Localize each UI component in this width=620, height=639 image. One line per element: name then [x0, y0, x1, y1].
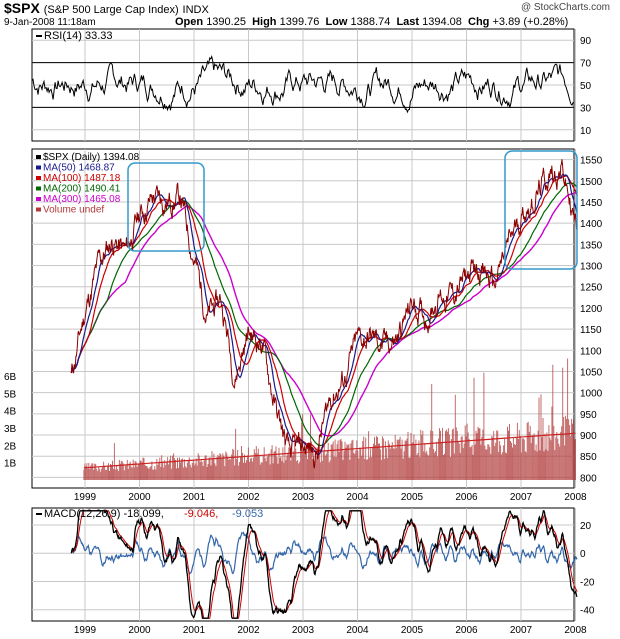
rsi-tick-label: 30 [580, 103, 592, 114]
highlight-box-2007-top [504, 150, 578, 270]
quote-open-value: 1390.25 [206, 16, 246, 28]
volume-tick-label: 1B [4, 459, 17, 470]
rsi-line [31, 55, 575, 114]
macd-x-tick-label: 2004 [346, 625, 369, 636]
volume-average-line [83, 432, 576, 469]
price-x-tick-label: 2005 [401, 492, 424, 503]
macd-signal-legend-label: -9.046, [184, 508, 218, 520]
ma50-line [70, 173, 578, 456]
rsi-tick-label: 90 [580, 36, 592, 47]
macd-x-tick-label: 2006 [455, 625, 478, 636]
price-tick-label: 1350 [580, 240, 603, 251]
volume-tick-label: 6B [4, 372, 17, 383]
highlight-box-2000-top [127, 162, 205, 252]
price-tick-label: 950 [580, 410, 597, 421]
macd-x-tick-label: 2005 [401, 625, 424, 636]
macd-x-tick-label: 2008 [564, 625, 587, 636]
price-x-tick-label: 2004 [346, 492, 369, 503]
price-x-tick-label: 2007 [510, 492, 533, 503]
price-line [70, 159, 578, 469]
price-tick-label: 800 [580, 473, 597, 484]
legend-swatch [36, 165, 41, 170]
quote-chg-label: Chg [468, 16, 490, 28]
macd-line [70, 509, 578, 619]
price-x-tick-label: 2008 [564, 492, 587, 503]
legend-swatch [36, 176, 41, 180]
legend-swatch [36, 197, 41, 201]
volume-tick-label: 4B [4, 407, 17, 418]
quote-chg-value: +3.89 (+0.28%) [492, 16, 569, 28]
rsi-tick-label: 70 [580, 59, 592, 70]
symbol: $SPX [4, 0, 40, 16]
quote-bar: Open 1390.25 High 1399.76 Low 1388.74 La… [175, 16, 568, 28]
price-tick-label: 1400 [580, 219, 603, 230]
volume-tick-label: 3B [4, 424, 17, 435]
quote-low-label: Low [325, 16, 348, 28]
price-x-tick-label: 1999 [74, 492, 97, 503]
price-tick-label: 1300 [580, 262, 603, 273]
quote-high-value: 1399.76 [279, 16, 320, 28]
price-tick-label: 850 [580, 452, 597, 463]
rsi-legend-label: RSI(14) 33.33 [44, 30, 112, 42]
price-legend-label: $SPX (Daily) 1394.08 [43, 152, 140, 163]
volume-tick-label: 2B [4, 441, 17, 452]
legend-swatch [36, 207, 41, 212]
ma100-line [70, 175, 578, 452]
legend-swatch [36, 186, 41, 191]
price-tick-label: 1200 [580, 304, 603, 315]
price-tick-label: 1500 [580, 177, 603, 188]
price-tick-label: 1550 [580, 156, 603, 167]
quote-last-value: 1394.08 [422, 16, 462, 28]
legend-swatch [36, 155, 41, 159]
symbol-name: (S&P 500 Large Cap Index) [43, 4, 179, 16]
macd-tick-label: 20 [580, 521, 592, 532]
macd-x-tick-label: 1999 [74, 625, 97, 636]
price-x-tick-label: 2002 [237, 492, 260, 503]
price-x-tick-label: 2000 [128, 492, 151, 503]
price-tick-label: 1000 [580, 389, 603, 400]
rsi-tick-label: 50 [580, 81, 592, 92]
volume-legend-label: Volume undef [43, 205, 104, 216]
exchange: INDX [182, 4, 209, 16]
price-x-tick-label: 2006 [455, 492, 478, 503]
price-x-tick-label: 2001 [183, 492, 206, 503]
ma100-legend-label: MA(100) 1487.18 [43, 173, 121, 184]
ma50-legend-label: MA(50) 1468.87 [43, 163, 115, 174]
rsi-tick-label: 10 [580, 126, 592, 137]
price-tick-label: 900 [580, 431, 597, 442]
symbol-title: $SPX (S&P 500 Large Cap Index) INDX [4, 0, 209, 16]
ma200-legend-label: MA(200) 1490.41 [43, 184, 121, 195]
price-x-tick-label: 2003 [292, 492, 315, 503]
macd-x-tick-label: 2003 [292, 625, 315, 636]
macd-x-tick-label: 2000 [128, 625, 151, 636]
price-tick-label: 1150 [580, 325, 602, 336]
macd-tick-label: 0 [580, 549, 586, 560]
macd-x-tick-label: 2001 [183, 625, 206, 636]
macd-x-tick-label: 2007 [510, 625, 533, 636]
macd-tick-label: -20 [580, 577, 595, 588]
quote-open-label: Open [175, 16, 204, 28]
datetime: 9-Jan-2008 11:18am [4, 17, 96, 28]
watermark: @ StockCharts.com [520, 2, 610, 13]
quote-last-label: Last [396, 16, 420, 28]
price-tick-label: 1250 [580, 283, 603, 294]
price-tick-label: 1100 [580, 346, 602, 357]
price-tick-label: 1450 [580, 198, 603, 209]
volume-tick-label: 5B [4, 389, 17, 400]
macd-legend-label: MACD(12,26,9) -18.099, [44, 508, 164, 520]
quote-low-value: 1388.74 [350, 16, 391, 28]
price-tick-label: 1050 [580, 367, 603, 378]
macd-x-tick-label: 2002 [237, 625, 260, 636]
macd-histogram-legend-label: -9.053 [232, 508, 263, 520]
ma300-legend-label: MA(300) 1465.08 [43, 194, 121, 205]
quote-high-label: High [252, 16, 277, 28]
macd-tick-label: -40 [580, 606, 595, 617]
